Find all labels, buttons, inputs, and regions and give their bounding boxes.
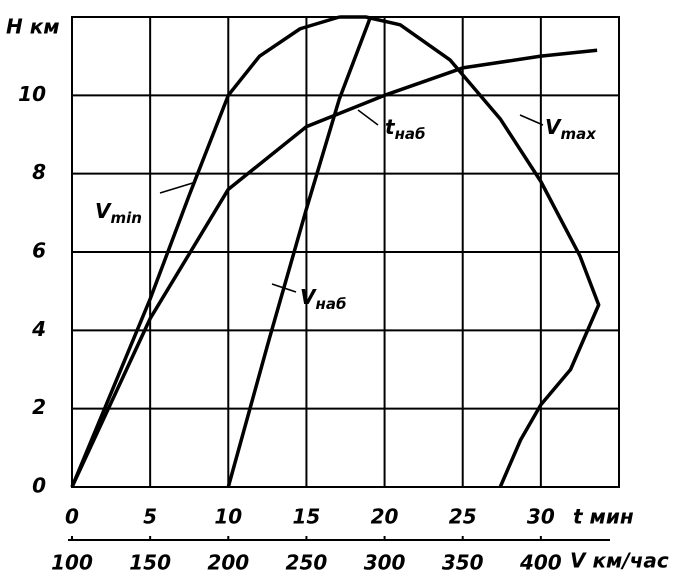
x2-tick-label: 5 (143, 505, 157, 529)
series-label: Vнаб (300, 285, 346, 313)
x2-tick-label: 30 (527, 505, 555, 529)
x-tick-label: 400 (519, 551, 562, 575)
series-line (339, 15, 601, 488)
series-label: Vmax (545, 115, 597, 143)
x2-tick-label: 20 (371, 505, 399, 529)
x2-axis-label: t мин (573, 505, 634, 529)
y-tick-label: 8 (32, 160, 46, 184)
x2-tick-label: 10 (214, 505, 242, 529)
series-subscript: наб (395, 125, 426, 143)
series-name: V (545, 115, 562, 139)
series-label: tнаб (385, 115, 426, 143)
series-subscript: max (560, 125, 597, 143)
x-tick-label: 150 (129, 551, 171, 575)
x-tick-label: 250 (286, 551, 328, 575)
series-name: V (95, 199, 112, 223)
y-tick-label: 6 (32, 239, 46, 263)
y-tick-label: 2 (32, 395, 46, 419)
x2-tick-label: 0 (65, 505, 79, 529)
series-name: t (385, 115, 396, 139)
leader-line (159, 181, 197, 194)
leader-line (519, 114, 544, 126)
x-tick-label: 200 (207, 551, 249, 575)
y-tick-label: 4 (31, 317, 46, 341)
x-tick-label: 300 (364, 551, 406, 575)
y-tick-label: 0 (32, 474, 46, 498)
leader-line (357, 109, 379, 126)
x2-tick-label: 25 (449, 505, 477, 529)
x2-tick-label: 15 (293, 505, 321, 529)
y-axis-label: H км (6, 15, 60, 39)
x-axis-label: V км/час (570, 549, 669, 573)
x-tick-label: 100 (51, 551, 93, 575)
series-line (226, 16, 373, 488)
series-name: V (300, 285, 317, 309)
series-subscript: наб (315, 295, 346, 313)
y-tick-label: 10 (18, 82, 46, 106)
series-subscript: min (110, 209, 141, 227)
x-tick-label: 350 (442, 551, 484, 575)
series-line (70, 48, 598, 488)
series-label: Vmin (95, 199, 142, 227)
series-line (70, 15, 340, 488)
